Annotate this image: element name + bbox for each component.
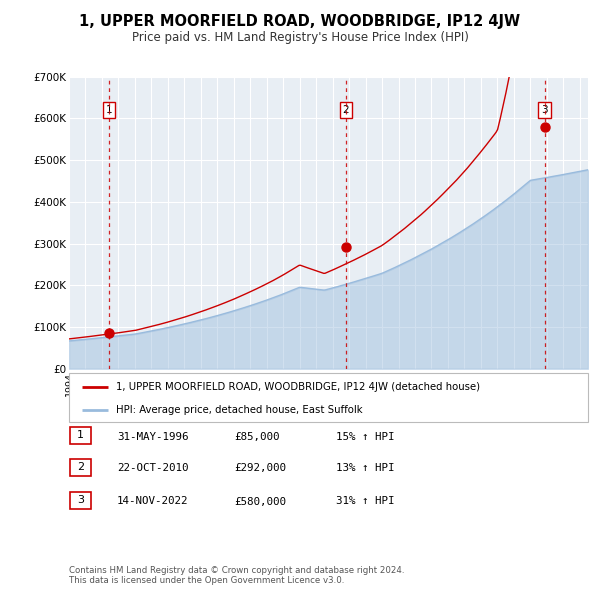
FancyBboxPatch shape xyxy=(69,373,588,422)
Text: 14-NOV-2022: 14-NOV-2022 xyxy=(117,497,188,506)
Text: £292,000: £292,000 xyxy=(234,464,286,473)
Text: 31-MAY-1996: 31-MAY-1996 xyxy=(117,432,188,441)
Text: 2: 2 xyxy=(343,105,349,115)
Text: 15% ↑ HPI: 15% ↑ HPI xyxy=(336,432,395,441)
Text: £580,000: £580,000 xyxy=(234,497,286,506)
Text: 31% ↑ HPI: 31% ↑ HPI xyxy=(336,497,395,506)
Text: 3: 3 xyxy=(77,496,84,505)
Text: 1: 1 xyxy=(77,431,84,440)
FancyBboxPatch shape xyxy=(70,427,91,444)
FancyBboxPatch shape xyxy=(70,459,91,476)
FancyBboxPatch shape xyxy=(70,492,91,509)
Text: 2: 2 xyxy=(77,463,84,472)
Text: 22-OCT-2010: 22-OCT-2010 xyxy=(117,464,188,473)
Text: Price paid vs. HM Land Registry's House Price Index (HPI): Price paid vs. HM Land Registry's House … xyxy=(131,31,469,44)
Text: 1: 1 xyxy=(106,105,112,115)
Text: 3: 3 xyxy=(541,105,548,115)
Text: 1, UPPER MOORFIELD ROAD, WOODBRIDGE, IP12 4JW: 1, UPPER MOORFIELD ROAD, WOODBRIDGE, IP1… xyxy=(79,14,521,30)
Text: HPI: Average price, detached house, East Suffolk: HPI: Average price, detached house, East… xyxy=(116,405,362,415)
Text: Contains HM Land Registry data © Crown copyright and database right 2024.
This d: Contains HM Land Registry data © Crown c… xyxy=(69,566,404,585)
Text: 1, UPPER MOORFIELD ROAD, WOODBRIDGE, IP12 4JW (detached house): 1, UPPER MOORFIELD ROAD, WOODBRIDGE, IP1… xyxy=(116,382,480,392)
Text: £85,000: £85,000 xyxy=(234,432,280,441)
Text: 13% ↑ HPI: 13% ↑ HPI xyxy=(336,464,395,473)
